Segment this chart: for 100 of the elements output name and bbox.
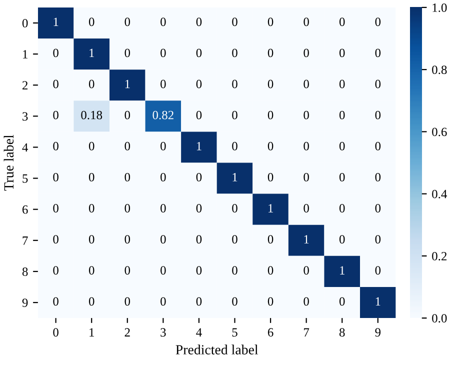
x-tick-label: 9: [375, 328, 381, 337]
data-label: 0: [339, 80, 345, 88]
x-tick-label: 6: [268, 328, 274, 337]
data-label: 0: [88, 172, 94, 182]
data-label: 0: [196, 80, 202, 88]
data-label: 1: [54, 18, 58, 26]
data-label: 0: [304, 266, 309, 275]
data-label: 0: [304, 80, 309, 88]
x-tick-label: 0: [53, 328, 58, 337]
data-label: 0: [124, 172, 130, 182]
data-label: 0: [196, 18, 202, 26]
y-axis-title: True label: [4, 134, 14, 191]
data-label: 1: [232, 173, 238, 182]
data-label: 0: [304, 110, 309, 120]
data-label: 0: [160, 80, 166, 88]
x-tick-label: 4: [196, 328, 202, 336]
data-label: 0: [268, 172, 274, 182]
data-label: 0: [339, 172, 345, 182]
data-label: 0: [124, 18, 130, 26]
data-label: 0: [88, 204, 94, 212]
data-label: 0: [53, 172, 58, 182]
data-label: 0: [124, 48, 130, 58]
data-label: 0: [88, 142, 94, 150]
data-label: 0: [375, 110, 381, 120]
data-label: 0: [53, 266, 58, 275]
data-label: 0: [339, 48, 345, 58]
x-tick-label: 1: [90, 328, 94, 336]
data-label: 0: [124, 110, 130, 120]
data-label: 0: [268, 18, 274, 26]
data-label: 0: [268, 297, 274, 306]
data-label: 0: [53, 80, 58, 88]
data-label: 0: [232, 266, 238, 275]
data-label: 0: [339, 297, 345, 306]
data-label: 0: [375, 80, 381, 88]
y-tick-label: 4: [22, 143, 28, 152]
data-label: 0: [53, 142, 58, 150]
data-label: 0: [196, 266, 202, 275]
data-label: 0: [232, 204, 238, 212]
data-label: 0: [232, 235, 238, 244]
data-label: 0: [196, 297, 202, 306]
data-label: 0: [160, 235, 166, 244]
data-label: 0: [124, 297, 130, 306]
data-label: 1: [268, 204, 273, 212]
data-label: 0: [304, 297, 309, 306]
data-label: 0: [268, 142, 274, 150]
color-bar-label: 0.0: [432, 314, 447, 323]
data-label: 0: [124, 235, 130, 244]
data-label: 0: [232, 80, 238, 88]
data-label: 1: [125, 80, 130, 88]
data-label: 1: [304, 235, 309, 244]
data-label: 0: [196, 110, 202, 120]
data-label: 0: [375, 204, 381, 212]
y-tick-label: 1: [23, 50, 28, 58]
y-tick-label: 2: [22, 81, 28, 90]
data-label: 0: [375, 266, 381, 275]
data-label: 0: [160, 48, 166, 58]
data-label: 0: [268, 235, 274, 244]
data-label: 1: [196, 142, 202, 150]
data-label: 0: [304, 142, 309, 150]
data-label: 0: [268, 110, 274, 120]
data-label: 0: [339, 142, 345, 150]
x-tick-label: 7: [304, 328, 310, 336]
data-label: 0: [160, 266, 166, 275]
data-label: 0: [53, 48, 58, 58]
data-label: 0: [232, 297, 238, 306]
data-label: 0: [196, 204, 202, 212]
y-tick-label: 8: [22, 267, 28, 276]
data-label: 0: [124, 266, 130, 275]
data-label: 0: [375, 172, 381, 182]
data-label: 1: [340, 266, 344, 274]
data-label: 0: [88, 297, 94, 306]
data-label: 0: [232, 48, 238, 58]
color-bar-label: 0.6: [432, 128, 447, 136]
x-tick-label: 3: [160, 328, 166, 337]
data-label: 0: [160, 297, 166, 306]
x-tick-label: 2: [124, 328, 130, 336]
data-label: 1: [90, 48, 94, 58]
data-label: 0.18: [81, 110, 102, 120]
x-axis-title: Predicted label: [176, 344, 258, 354]
data-label: 0: [88, 266, 94, 275]
data-label: 0: [339, 18, 345, 26]
data-label: 0: [88, 80, 94, 88]
data-label: 0: [375, 18, 381, 26]
y-tick-label: 0: [22, 18, 28, 28]
x-tick-label: 5: [232, 328, 238, 337]
data-label: 0: [304, 204, 309, 212]
data-label: 0: [232, 142, 238, 150]
color-bar-label: 0.4: [432, 190, 448, 198]
data-label: 0: [375, 48, 381, 58]
data-label: 0.82: [152, 110, 174, 120]
data-label: 0: [160, 204, 166, 212]
data-label: 0: [232, 110, 238, 120]
data-label: 0: [339, 235, 345, 244]
y-tick-label: 7: [22, 236, 28, 245]
data-label: 0: [268, 80, 274, 88]
data-label: 0: [339, 110, 345, 120]
data-label: 0: [304, 48, 309, 58]
data-label: 0: [160, 18, 166, 26]
data-label: 0: [88, 18, 94, 26]
data-label: 0: [160, 172, 166, 182]
